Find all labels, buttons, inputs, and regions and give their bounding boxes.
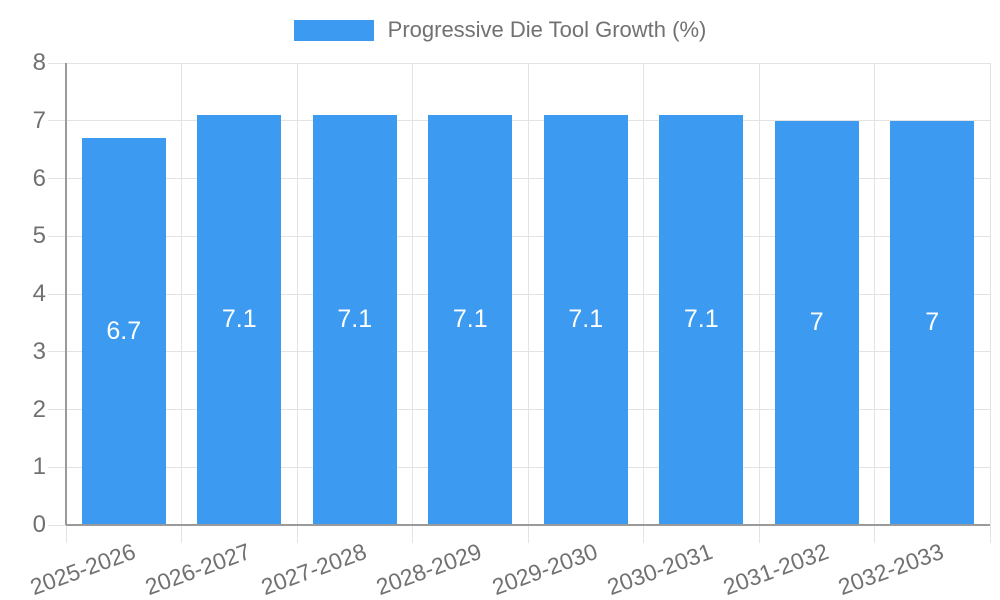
y-axis-tick-label: 3 bbox=[32, 337, 46, 365]
bar-value-label: 7.1 bbox=[221, 305, 257, 334]
bar-2027-2028[interactable]: 7.1 bbox=[312, 114, 397, 525]
y-axis-tick-label: 4 bbox=[32, 280, 46, 307]
y-axis-tick-label: 6 bbox=[32, 164, 46, 192]
bar-value-label: 7.1 bbox=[337, 305, 373, 334]
bar-2032-2033[interactable]: 7 bbox=[890, 120, 975, 525]
y-gridline bbox=[48, 178, 990, 179]
y-gridline bbox=[48, 466, 990, 468]
bar-2030-2031[interactable]: 7.1 bbox=[659, 114, 744, 525]
y-axis-tick-label: 5 bbox=[32, 222, 46, 250]
x-gridline bbox=[527, 63, 529, 543]
x-axis-tick bbox=[65, 525, 67, 543]
bar-2029-2030[interactable]: 7.1 bbox=[543, 114, 628, 525]
bar-value-label: 7 bbox=[925, 308, 940, 337]
bar-value-label: 7.1 bbox=[452, 305, 488, 334]
bar-value-label: 7.1 bbox=[683, 305, 719, 334]
y-gridline bbox=[48, 293, 990, 295]
bar-2025-2026[interactable]: 6.7 bbox=[81, 138, 166, 525]
legend-swatch bbox=[293, 19, 374, 41]
bar-value-label: 7 bbox=[809, 308, 824, 337]
y-gridline bbox=[48, 62, 990, 64]
x-gridline bbox=[296, 63, 298, 543]
x-gridline bbox=[874, 63, 875, 543]
bar-2031-2032[interactable]: 7 bbox=[774, 120, 859, 525]
legend-label: Progressive Die Tool Growth (%) bbox=[387, 17, 707, 42]
x-gridline bbox=[412, 63, 413, 543]
y-axis-tick-label: 2 bbox=[32, 395, 46, 423]
x-gridline bbox=[181, 63, 182, 543]
bar-2028-2029[interactable]: 7.1 bbox=[428, 114, 513, 525]
x-gridline bbox=[643, 63, 644, 543]
bar-value-label: 7.1 bbox=[568, 305, 604, 334]
y-axis-tick-label: 7 bbox=[32, 106, 46, 134]
bar-2026-2027[interactable]: 7.1 bbox=[197, 114, 282, 525]
y-axis-tick-label: 8 bbox=[32, 49, 46, 76]
x-gridline bbox=[989, 63, 991, 543]
y-gridline bbox=[48, 120, 990, 122]
y-axis-line bbox=[64, 63, 67, 525]
x-axis-line bbox=[66, 524, 990, 526]
bar-value-label: 6.7 bbox=[106, 317, 142, 346]
y-gridline bbox=[48, 409, 990, 410]
y-gridline bbox=[48, 235, 990, 237]
y-axis-tick-label: 0 bbox=[32, 511, 46, 538]
y-gridline bbox=[48, 351, 990, 353]
x-gridline bbox=[758, 63, 760, 543]
y-axis-tick-label: 1 bbox=[32, 453, 46, 481]
legend[interactable]: Progressive Die Tool Growth (%) bbox=[0, 17, 1000, 43]
